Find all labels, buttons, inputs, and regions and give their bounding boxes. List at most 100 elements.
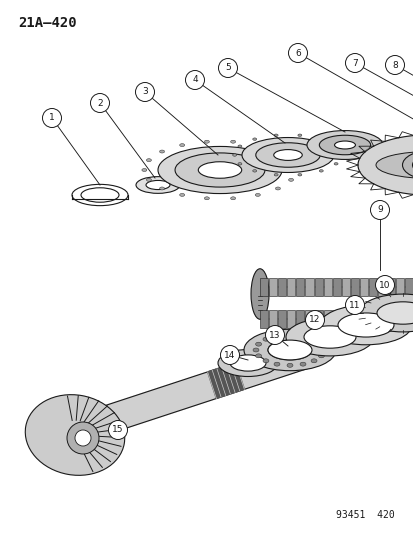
Bar [395,278,404,295]
Ellipse shape [179,143,184,147]
Bar [305,278,313,295]
Ellipse shape [288,179,293,181]
Ellipse shape [146,159,151,161]
Bar [350,278,358,295]
Bar [377,310,385,328]
Ellipse shape [299,362,305,366]
Text: 14: 14 [224,351,235,359]
Bar [386,278,394,295]
Circle shape [370,200,389,220]
Ellipse shape [303,326,355,348]
Ellipse shape [292,168,297,172]
Text: 7: 7 [351,59,357,68]
Ellipse shape [319,305,411,345]
Ellipse shape [255,354,261,358]
Bar [341,310,349,328]
Ellipse shape [230,140,235,143]
Ellipse shape [318,135,370,155]
Ellipse shape [252,348,259,352]
Text: 9: 9 [376,206,382,214]
Ellipse shape [230,197,235,200]
Ellipse shape [273,362,279,366]
Ellipse shape [288,159,293,161]
Ellipse shape [146,181,170,190]
Circle shape [265,326,284,344]
Text: 10: 10 [378,280,390,289]
Bar [268,310,277,328]
Circle shape [385,55,404,75]
Polygon shape [357,135,413,195]
Bar [359,278,367,295]
Ellipse shape [250,269,268,319]
Bar [332,310,340,328]
Bar [404,278,413,295]
Bar [268,278,277,295]
Ellipse shape [299,334,305,338]
Bar [296,310,304,328]
Ellipse shape [175,153,264,187]
Ellipse shape [273,150,301,160]
Ellipse shape [237,145,241,148]
Ellipse shape [306,131,382,159]
Bar [314,278,322,295]
Text: 2: 2 [97,99,102,108]
Text: 11: 11 [349,301,360,310]
Ellipse shape [333,163,337,165]
Bar [287,310,294,328]
Ellipse shape [334,141,355,149]
Text: 5: 5 [225,63,230,72]
Circle shape [43,109,62,127]
Ellipse shape [310,337,316,341]
Text: 6: 6 [294,49,300,58]
Ellipse shape [297,134,301,136]
Ellipse shape [297,174,301,176]
Ellipse shape [286,333,292,337]
Ellipse shape [273,174,278,176]
Ellipse shape [273,134,278,136]
Ellipse shape [255,143,260,147]
Ellipse shape [252,169,256,172]
Bar [368,310,376,328]
Circle shape [135,83,154,101]
Ellipse shape [318,354,324,358]
Ellipse shape [318,138,323,140]
Ellipse shape [267,340,311,360]
Ellipse shape [159,150,164,153]
Ellipse shape [275,187,280,190]
Ellipse shape [146,179,151,181]
Ellipse shape [358,294,413,332]
Ellipse shape [218,350,277,376]
Ellipse shape [318,169,323,172]
Bar [341,278,349,295]
Polygon shape [207,362,244,399]
Bar [287,278,294,295]
Circle shape [90,93,109,112]
Text: 21A–420: 21A–420 [18,16,76,30]
Ellipse shape [232,154,236,156]
Ellipse shape [158,147,281,193]
Circle shape [67,422,99,454]
Circle shape [345,295,363,314]
Ellipse shape [255,193,260,196]
Ellipse shape [401,151,413,179]
Ellipse shape [159,187,164,190]
Bar [278,278,285,295]
Ellipse shape [286,364,292,367]
Ellipse shape [179,193,184,196]
Text: 12: 12 [309,316,320,325]
Bar [259,310,268,328]
Text: 8: 8 [391,61,397,69]
Text: 13: 13 [268,330,280,340]
Ellipse shape [285,318,373,356]
Bar [368,278,376,295]
Ellipse shape [242,138,333,173]
Bar [395,310,404,328]
Circle shape [375,276,394,295]
Ellipse shape [333,145,337,148]
Bar [377,278,385,295]
Ellipse shape [252,138,256,140]
Circle shape [218,59,237,77]
Ellipse shape [204,197,209,200]
Circle shape [220,345,239,365]
Ellipse shape [237,163,241,165]
